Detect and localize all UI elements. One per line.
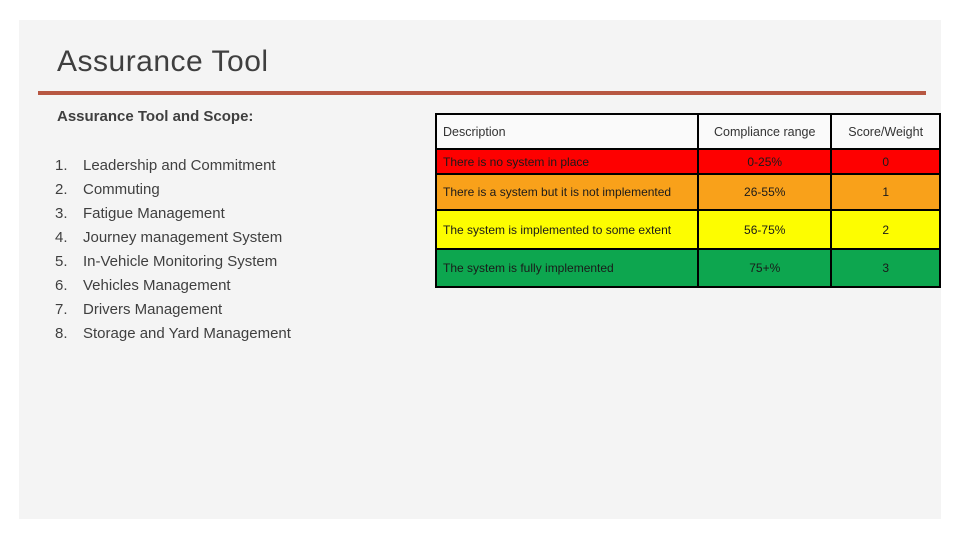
- header-description: Description: [434, 113, 700, 150]
- scope-list-item: 4. Journey management System: [55, 226, 291, 250]
- compliance-table-body: There is no system in place 0-25% 0 There i…: [434, 148, 941, 288]
- row-score: 1: [830, 173, 941, 211]
- row-compliance-range: 56-75%: [697, 209, 833, 250]
- scope-item-number: 3.: [55, 205, 68, 222]
- scope-list-item: 5. In-Vehicle Monitoring System: [55, 250, 291, 274]
- scope-item-number: 6.: [55, 277, 68, 294]
- scope-item-number: 4.: [55, 229, 68, 246]
- scope-item-number: 2.: [55, 181, 68, 198]
- scope-item-number: 1.: [55, 157, 68, 174]
- compliance-table-header: Description Compliance range Score/Weigh…: [434, 113, 941, 150]
- scope-list-item: 3. Fatigue Management: [55, 202, 291, 226]
- row-score: 0: [830, 148, 941, 175]
- scope-item-label: Vehicles Management: [83, 277, 231, 294]
- header-score-weight: Score/Weight: [830, 113, 941, 150]
- slide-title: Assurance Tool: [57, 45, 269, 78]
- scope-list: 1. Leadership and Commitment 2. Commuting 3.…: [55, 154, 291, 346]
- compliance-table: Description Compliance range Score/Weigh…: [434, 113, 941, 288]
- scope-list-item: 2. Commuting: [55, 178, 291, 202]
- scope-item-label: Drivers Management: [83, 301, 223, 318]
- scope-list-item: 6. Vehicles Management: [55, 274, 291, 298]
- scope-list-item: 7. Drivers Management: [55, 298, 291, 322]
- row-compliance-range: 0-25%: [697, 148, 833, 175]
- title-underline: [38, 91, 926, 95]
- slide-canvas: Assurance Tool Assurance Tool and Scope:…: [19, 20, 941, 519]
- scope-item-label: Fatigue Management: [83, 205, 225, 222]
- row-compliance-range: 75+%: [697, 248, 833, 288]
- scope-heading: Assurance Tool and Scope:: [57, 108, 254, 125]
- row-description: The system is implemented to some extent: [434, 209, 700, 250]
- row-score: 3: [830, 248, 941, 288]
- header-row: Description Compliance range Score/Weigh…: [434, 113, 941, 150]
- scope-item-label: Journey management System: [83, 229, 283, 246]
- row-score: 2: [830, 209, 941, 250]
- scope-list-item: 8. Storage and Yard Management: [55, 322, 291, 346]
- row-compliance-range: 26-55%: [697, 173, 833, 211]
- scope-list-item: 1. Leadership and Commitment: [55, 154, 291, 178]
- row-description: There is no system in place: [434, 148, 700, 175]
- scope-item-number: 5.: [55, 253, 68, 270]
- scope-item-number: 7.: [55, 301, 68, 318]
- table-row: There is no system in place 0-25% 0: [434, 148, 941, 175]
- header-compliance-range: Compliance range: [697, 113, 833, 150]
- scope-item-label: Storage and Yard Management: [83, 325, 291, 342]
- table-row: The system is implemented to some extent…: [434, 209, 941, 250]
- row-description: There is a system but it is not implemen…: [434, 173, 700, 211]
- scope-item-number: 8.: [55, 325, 68, 342]
- scope-item-label: Commuting: [83, 181, 160, 198]
- scope-item-label: In-Vehicle Monitoring System: [83, 253, 278, 270]
- scope-item-label: Leadership and Commitment: [83, 157, 276, 174]
- table-row: The system is fully implemented 75+% 3: [434, 248, 941, 288]
- table-row: There is a system but it is not implemen…: [434, 173, 941, 211]
- row-description: The system is fully implemented: [434, 248, 700, 288]
